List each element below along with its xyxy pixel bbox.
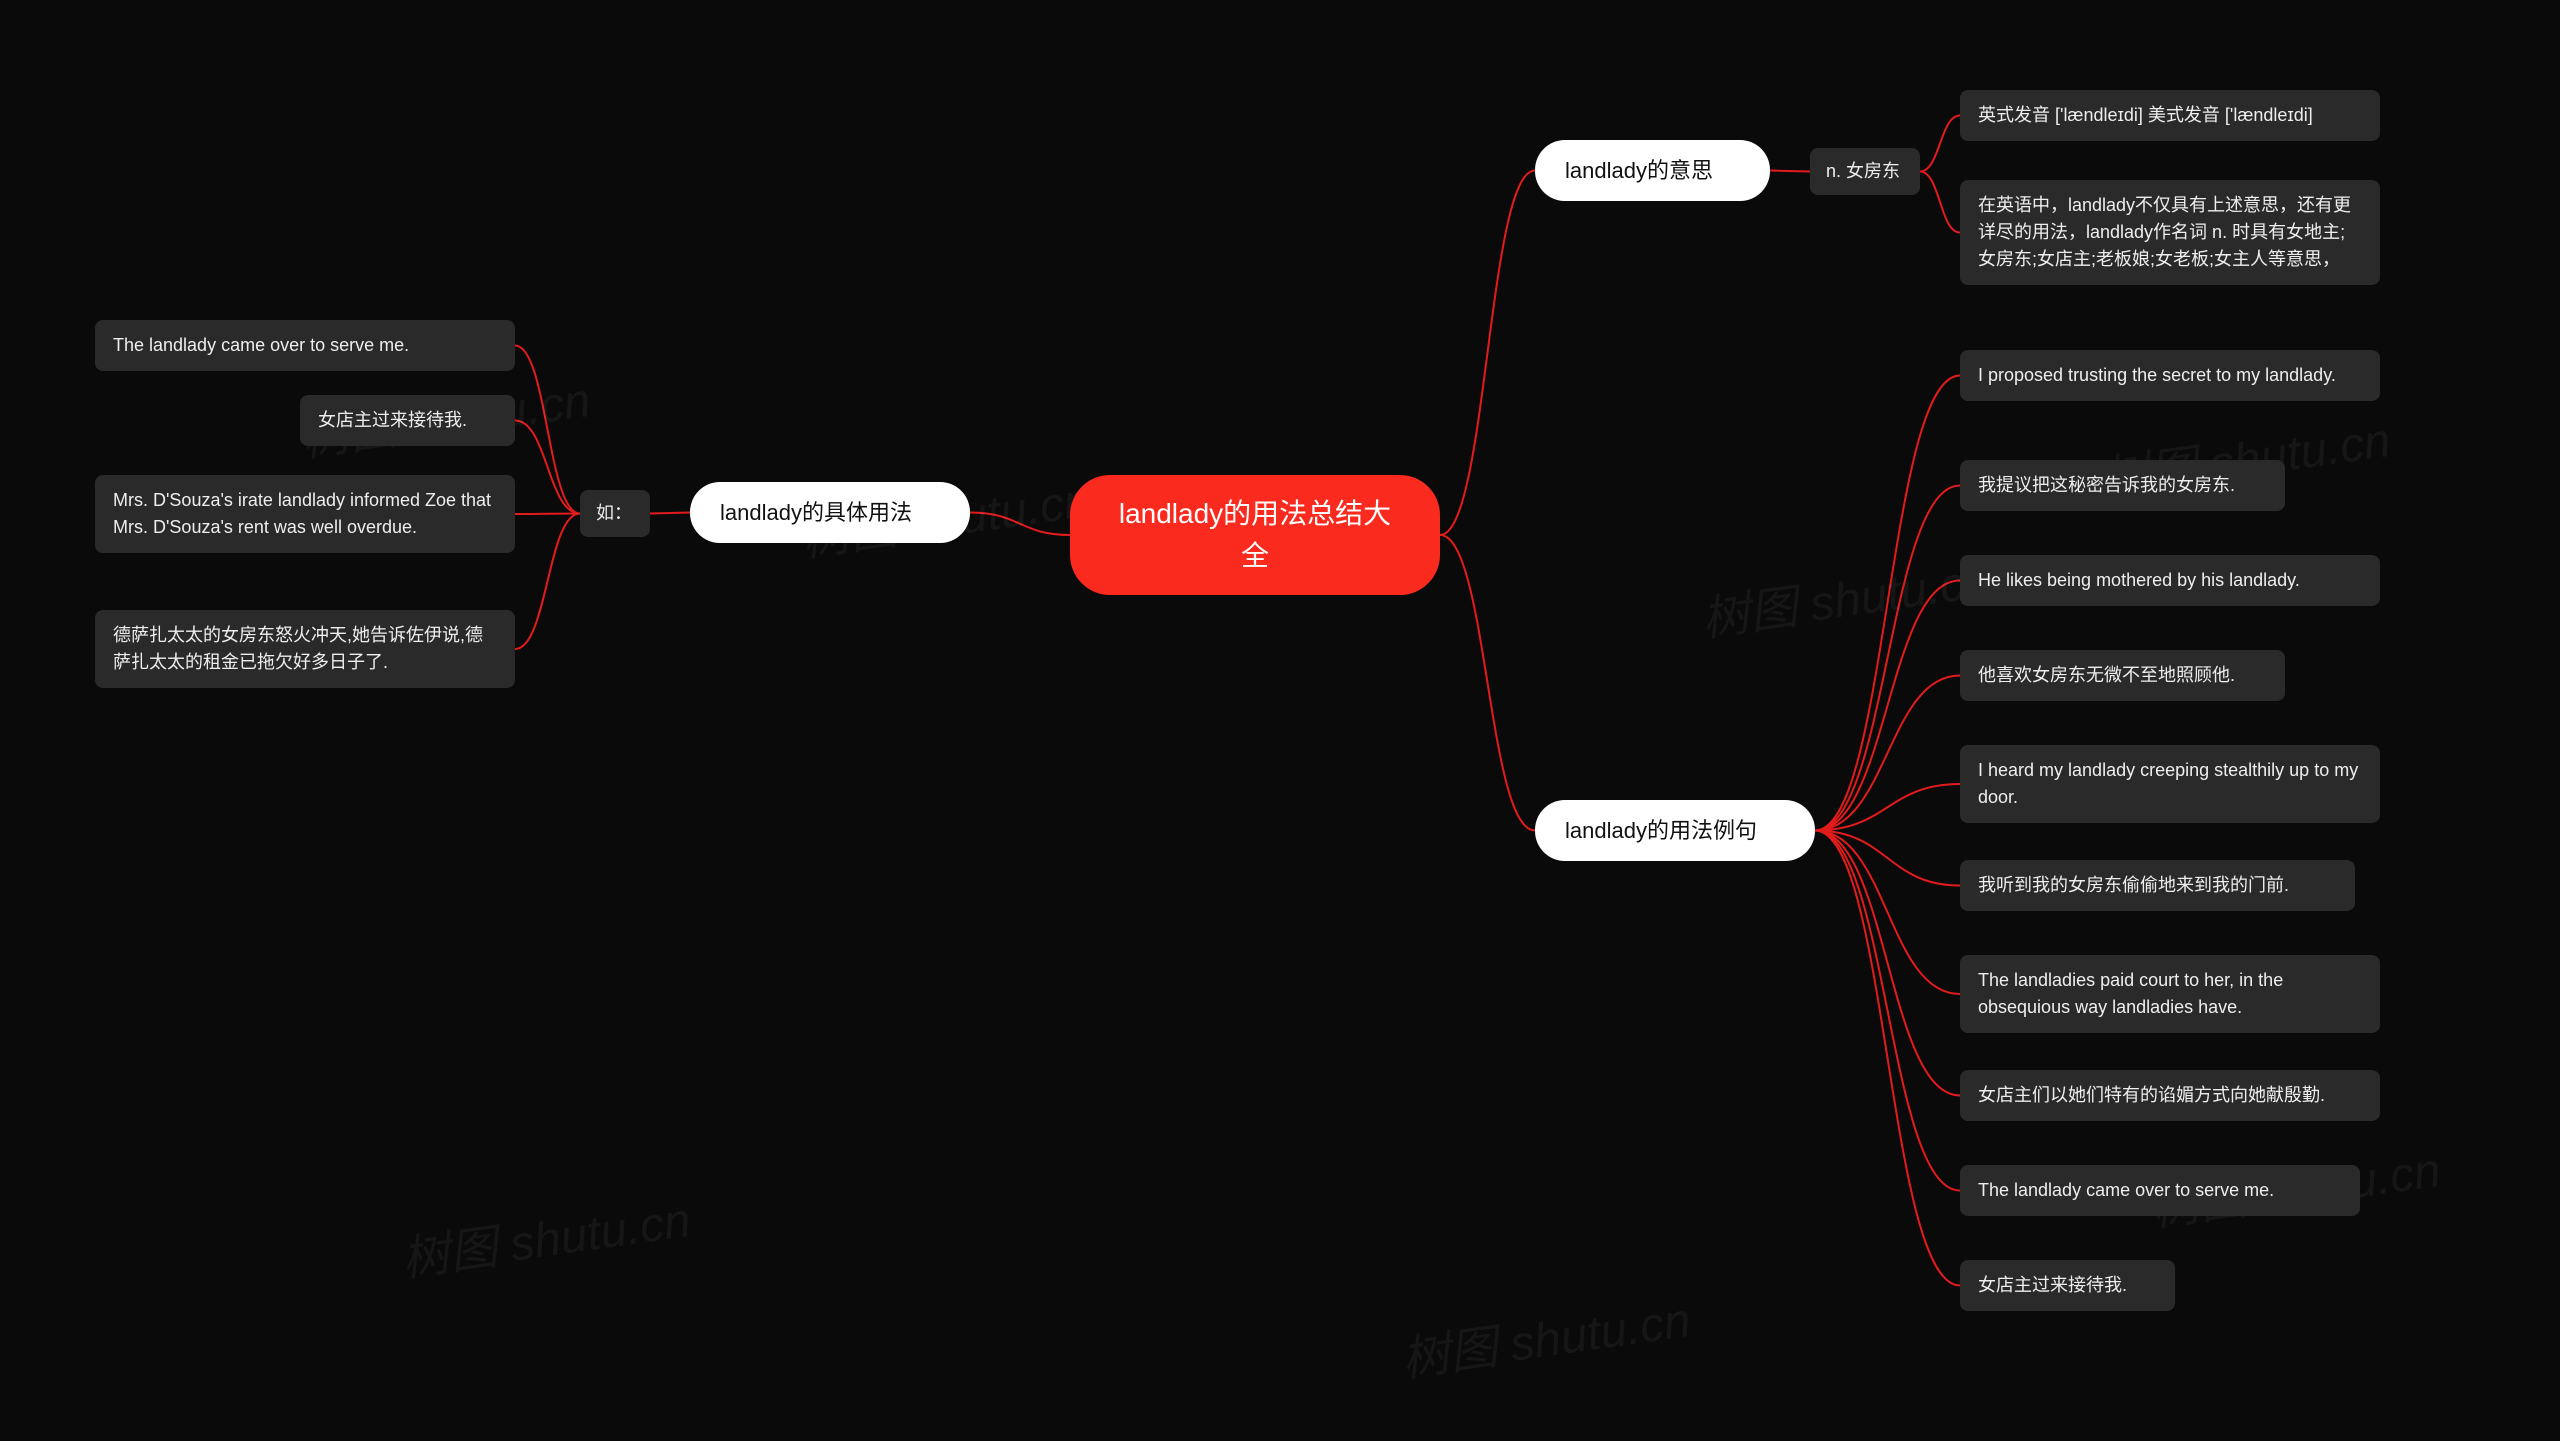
leaf-example-5[interactable]: I heard my landlady creeping stealthily …: [1960, 745, 2380, 823]
leaf-example-2[interactable]: 我提议把这秘密告诉我的女房东.: [1960, 460, 2285, 511]
leaf-example-7[interactable]: The landladies paid court to her, in the…: [1960, 955, 2380, 1033]
node-eg[interactable]: 如：: [580, 490, 650, 537]
leaf-meaning-2[interactable]: 在英语中，landlady不仅具有上述意思，还有更详尽的用法，landlady作…: [1960, 180, 2380, 285]
leaf-example-6[interactable]: 我听到我的女房东偷偷地来到我的门前.: [1960, 860, 2355, 911]
branch-examples[interactable]: landlady的用法例句: [1535, 800, 1815, 861]
leaf-example-1[interactable]: I proposed trusting the secret to my lan…: [1960, 350, 2380, 401]
root-node[interactable]: landlady的用法总结大全: [1070, 475, 1440, 595]
leaf-left-1[interactable]: The landlady came over to serve me.: [95, 320, 515, 371]
leaf-left-4[interactable]: 德萨扎太太的女房东怒火冲天,她告诉佐伊说,德萨扎太太的租金已拖欠好多日子了.: [95, 610, 515, 688]
leaf-example-8[interactable]: 女店主们以她们特有的谄媚方式向她献殷勤.: [1960, 1070, 2380, 1121]
leaf-left-2[interactable]: 女店主过来接待我.: [300, 395, 515, 446]
branch-meaning[interactable]: landlady的意思: [1535, 140, 1770, 201]
leaf-example-10[interactable]: 女店主过来接待我.: [1960, 1260, 2175, 1311]
leaf-example-9[interactable]: The landlady came over to serve me.: [1960, 1165, 2360, 1216]
node-pos[interactable]: n. 女房东: [1810, 148, 1920, 195]
leaf-example-4[interactable]: 他喜欢女房东无微不至地照顾他.: [1960, 650, 2285, 701]
leaf-meaning-1[interactable]: 英式发音 ['lændleɪdi] 美式发音 ['lændleɪdi]: [1960, 90, 2380, 141]
leaf-left-3[interactable]: Mrs. D'Souza's irate landlady informed Z…: [95, 475, 515, 553]
leaf-example-3[interactable]: He likes being mothered by his landlady.: [1960, 555, 2380, 606]
branch-usage-concrete[interactable]: landlady的具体用法: [690, 482, 970, 543]
